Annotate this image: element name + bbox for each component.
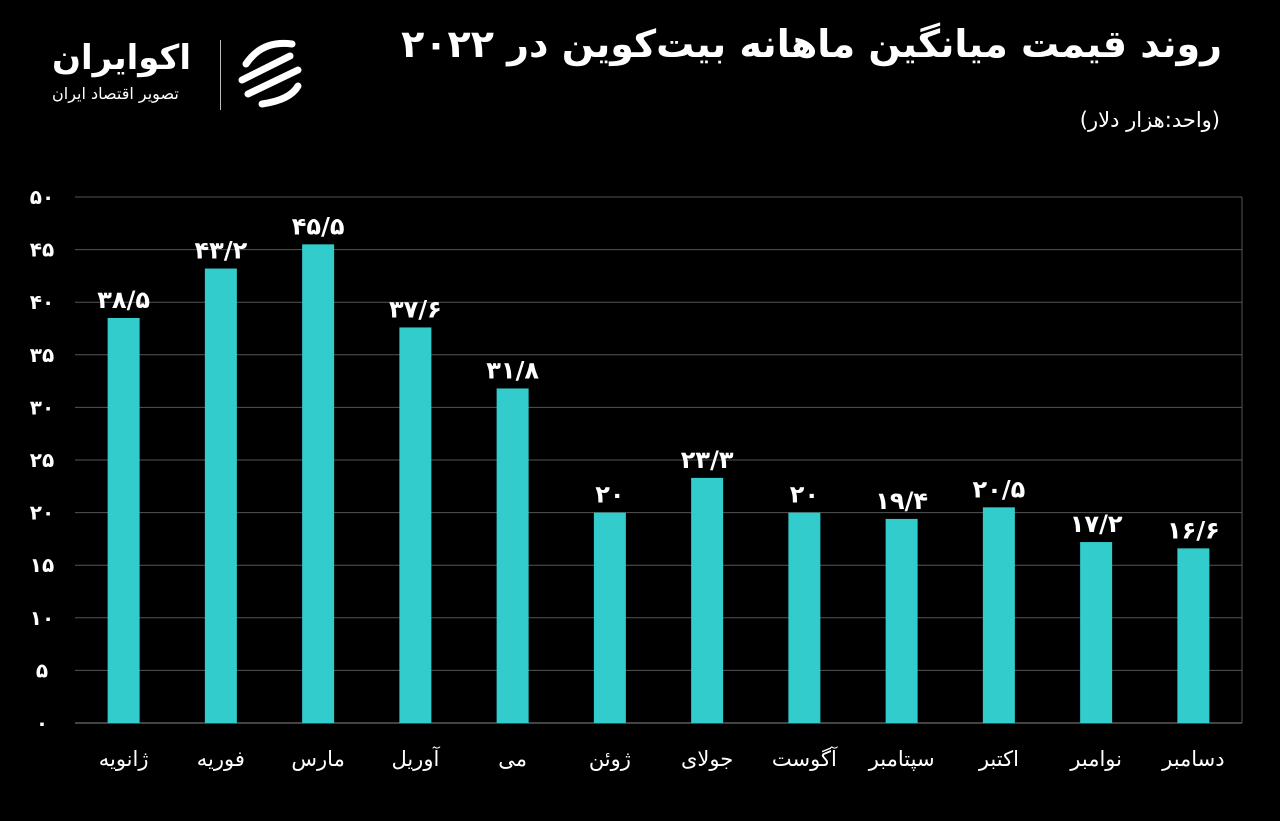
x-tick-label: سپتامبر xyxy=(868,747,935,771)
chart-title: روند قیمت میانگین ماهانه بیت‌کوین در ۲۰۲… xyxy=(401,22,1222,66)
logo-name: اکوایران xyxy=(52,38,191,78)
data-label: ۲۰/۵ xyxy=(973,475,1026,503)
x-tick-label: آگوست xyxy=(772,746,838,771)
x-tick-label: مارس xyxy=(291,747,344,771)
data-label: ۴۵/۵ xyxy=(292,212,345,240)
bar-10 xyxy=(1080,542,1113,723)
logo-subtitle: تصویر اقتصاد ایران xyxy=(52,84,179,103)
data-label: ۲۰ xyxy=(595,481,624,509)
x-tick-label: اکتبر xyxy=(978,747,1019,771)
logo-divider xyxy=(220,40,221,110)
data-label: ۳۷/۶ xyxy=(389,295,442,323)
data-label: ۳۸/۵ xyxy=(97,286,150,314)
bar-2 xyxy=(302,244,335,723)
bar-5 xyxy=(593,512,626,723)
data-label: ۱۶/۶ xyxy=(1167,516,1220,544)
bar-6 xyxy=(691,477,724,723)
data-label: ۱۷/۲ xyxy=(1070,510,1123,538)
y-tick-label: ۲۰ xyxy=(30,501,54,525)
x-tick-label: فوریه xyxy=(197,747,245,771)
bar-4 xyxy=(496,388,529,723)
x-tick-label: جولای xyxy=(681,747,733,771)
y-tick-label: ۱۵ xyxy=(30,553,54,577)
x-tick-label: می xyxy=(498,747,527,771)
y-tick-label: ۵ xyxy=(36,658,48,682)
x-tick-label: آوریل xyxy=(391,746,440,771)
x-tick-label: ژوئن xyxy=(589,747,631,771)
y-tick-label: ۳۰ xyxy=(30,395,54,419)
bar-1 xyxy=(204,268,237,723)
logo-mark-icon xyxy=(238,39,302,108)
y-tick-label: ۳۵ xyxy=(30,343,54,367)
y-tick-label: ۴۵ xyxy=(30,238,54,262)
x-tick-label: دسامبر xyxy=(1161,747,1225,771)
y-tick-label: ۵۰ xyxy=(30,185,54,209)
x-tick-label: ژانویه xyxy=(99,747,149,771)
bar-11 xyxy=(1177,548,1210,723)
data-label: ۲۳/۳ xyxy=(681,446,734,474)
bar-7 xyxy=(788,512,821,723)
bar-3 xyxy=(399,327,432,723)
y-tick-label: ۱۰ xyxy=(30,606,54,630)
bar-9 xyxy=(982,507,1015,723)
data-label: ۲۰ xyxy=(790,481,819,509)
unit-label: (واحد:هزار دلار) xyxy=(1079,108,1220,132)
y-tick-label: ۴۰ xyxy=(30,290,54,314)
y-tick-label: ۲۵ xyxy=(30,448,54,472)
data-label: ۳۱/۸ xyxy=(486,356,539,384)
logo: اکوایران تصویر اقتصاد ایران xyxy=(48,34,308,114)
data-label: ۱۹/۴ xyxy=(875,487,928,515)
bar-0 xyxy=(107,317,140,723)
x-tick-label: نوامبر xyxy=(1069,747,1122,771)
y-tick-label: ۰ xyxy=(36,711,48,735)
data-label: ۴۳/۲ xyxy=(195,237,248,265)
bar-8 xyxy=(885,518,918,723)
